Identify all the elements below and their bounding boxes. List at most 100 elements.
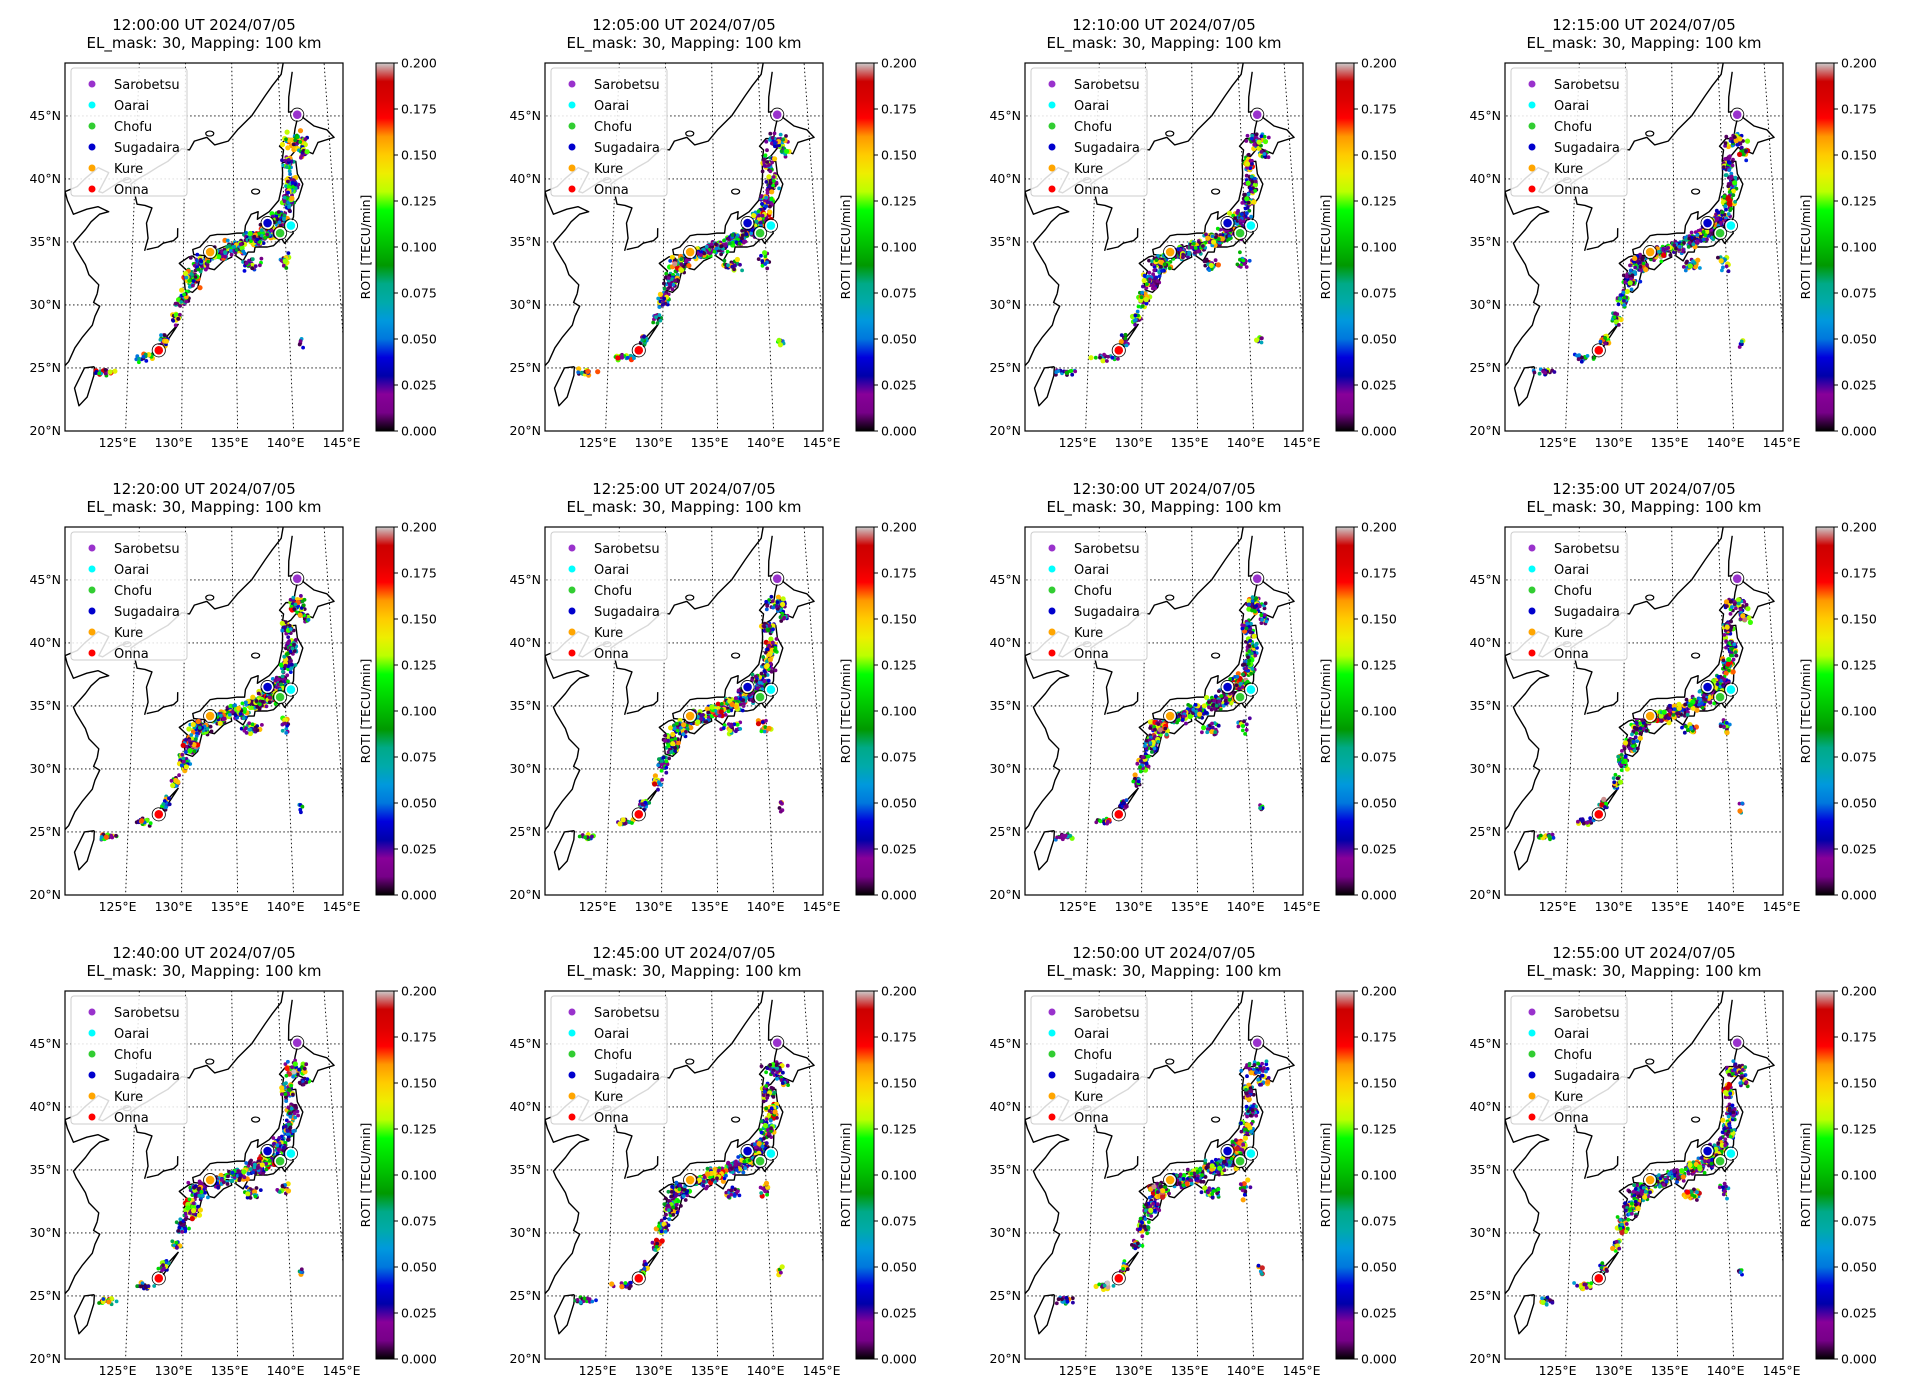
roti-point — [1140, 290, 1145, 295]
roti-point — [759, 253, 763, 258]
roti-point — [730, 240, 735, 245]
roti-point — [1640, 257, 1645, 262]
roti-point — [1259, 134, 1264, 139]
roti-point — [1732, 180, 1738, 186]
roti-point — [1254, 132, 1259, 137]
roti-point — [1739, 339, 1744, 344]
legend-marker — [88, 122, 96, 130]
lat-tick-label: 35°N — [989, 234, 1021, 249]
coastline — [73, 366, 96, 407]
station-ring — [151, 343, 166, 358]
roti-point — [1678, 244, 1682, 249]
legend-marker — [88, 565, 96, 573]
roti-point — [265, 232, 269, 237]
legend-label: Chofu — [1554, 120, 1592, 135]
roti-point — [137, 356, 141, 361]
roti-point — [576, 366, 582, 372]
colorbar-tick-label: 0.075 — [1361, 286, 1397, 301]
roti-point — [766, 678, 771, 683]
roti-point — [291, 595, 296, 600]
lat-tick-label: 25°N — [29, 824, 61, 839]
roti-point — [1698, 266, 1702, 270]
roti-point — [1244, 265, 1249, 269]
roti-point — [278, 687, 283, 692]
roti-point — [1541, 369, 1545, 374]
roti-point — [751, 213, 757, 219]
roti-point — [205, 265, 210, 270]
legend-label: Sugadaira — [1554, 141, 1620, 156]
roti-point — [284, 266, 289, 270]
coastline — [658, 719, 684, 758]
roti-point — [293, 602, 298, 607]
roti-point — [97, 371, 102, 376]
roti-point — [1100, 358, 1106, 364]
lat-tick-label: 30°N — [509, 297, 541, 312]
roti-point — [1613, 319, 1619, 325]
roti-point — [225, 245, 230, 249]
lat-tick-label: 30°N — [29, 297, 61, 312]
roti-point — [209, 729, 214, 734]
roti-point — [576, 370, 581, 375]
roti-point — [1245, 206, 1250, 210]
roti-point — [229, 252, 234, 257]
roti-point — [1739, 145, 1744, 150]
roti-point — [765, 148, 769, 153]
roti-point — [263, 236, 267, 240]
roti-point — [250, 722, 255, 727]
colorbar-tick-label: 0.000 — [881, 424, 917, 439]
roti-point — [1732, 135, 1737, 139]
legend-label: Onna — [594, 183, 629, 198]
roti-point — [1721, 165, 1726, 170]
roti-point — [750, 672, 755, 677]
roti-point — [770, 599, 775, 603]
legend-marker — [1048, 101, 1056, 109]
lon-tick-label: 130°E — [1595, 435, 1633, 450]
roti-point — [1664, 247, 1669, 251]
roti-point — [1744, 138, 1751, 144]
roti-point — [253, 264, 258, 268]
legend-marker — [568, 80, 576, 88]
roti-point — [1695, 233, 1700, 238]
roti-point — [726, 263, 730, 268]
roti-point — [1227, 237, 1231, 242]
lat-tick-label: 35°N — [1469, 234, 1501, 249]
roti-point — [663, 275, 668, 280]
roti-point — [1167, 266, 1172, 271]
roti-point — [290, 646, 295, 651]
roti-point — [762, 157, 766, 162]
legend-label: Oarai — [1074, 99, 1109, 114]
roti-point — [774, 180, 779, 185]
roti-point — [1235, 262, 1240, 267]
graticule-meridian — [757, 63, 775, 431]
roti-point — [1226, 210, 1233, 216]
roti-point — [759, 671, 764, 676]
roti-point — [279, 682, 283, 687]
roti-point — [1139, 295, 1144, 300]
roti-point — [1133, 317, 1138, 322]
lat-tick-label: 45°N — [1469, 108, 1501, 123]
roti-point — [1106, 354, 1110, 359]
graticule-meridian — [711, 527, 719, 895]
roti-point — [1141, 277, 1147, 284]
station-ring — [740, 216, 755, 231]
colorbar-label: ROTI [TECU/min] — [838, 195, 853, 300]
roti-point — [773, 141, 777, 146]
colorbar-tick-label: 0.025 — [1361, 378, 1397, 393]
legend-label: Oarai — [1554, 99, 1589, 114]
roti-point — [715, 701, 721, 707]
roti-point — [1622, 299, 1626, 303]
roti-point — [225, 238, 230, 243]
roti-point — [1723, 141, 1728, 146]
roti-point — [1140, 304, 1145, 308]
roti-point — [727, 241, 732, 246]
roti-point — [293, 663, 298, 667]
roti-point — [287, 205, 291, 209]
roti-point — [183, 764, 189, 770]
lat-tick-label: 25°N — [1469, 360, 1501, 375]
station-marker-kure — [204, 710, 216, 722]
roti-point — [1069, 369, 1074, 373]
roti-point — [768, 636, 774, 642]
roti-point — [1196, 249, 1201, 254]
